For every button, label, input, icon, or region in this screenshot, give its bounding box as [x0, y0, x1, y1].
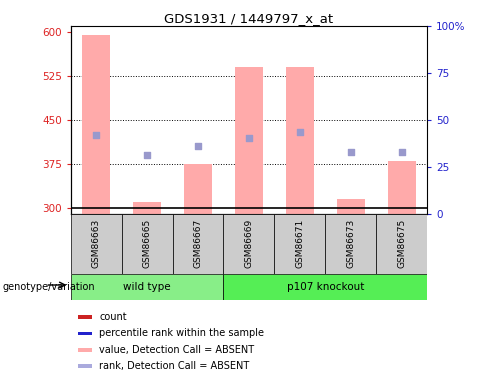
Point	[398, 149, 406, 155]
Point	[143, 152, 151, 158]
Text: p107 knockout: p107 knockout	[286, 282, 364, 292]
Point	[245, 135, 253, 141]
Bar	[387, 161, 416, 214]
Text: genotype/variation: genotype/variation	[2, 282, 95, 292]
Title: GDS1931 / 1449797_x_at: GDS1931 / 1449797_x_at	[164, 12, 333, 25]
Bar	[376, 214, 427, 274]
Bar	[286, 67, 314, 214]
Text: GSM86669: GSM86669	[244, 219, 253, 268]
Text: GSM86673: GSM86673	[346, 219, 355, 268]
Text: GSM86675: GSM86675	[397, 219, 406, 268]
Text: rank, Detection Call = ABSENT: rank, Detection Call = ABSENT	[99, 361, 249, 371]
Point	[194, 143, 202, 149]
Point	[296, 129, 304, 135]
Bar	[78, 315, 92, 319]
Bar	[82, 35, 110, 214]
Bar	[78, 364, 92, 368]
Bar	[173, 214, 224, 274]
Point	[347, 149, 355, 155]
Text: percentile rank within the sample: percentile rank within the sample	[99, 328, 264, 339]
Text: GSM86665: GSM86665	[142, 219, 152, 268]
Bar	[78, 332, 92, 335]
Bar	[235, 67, 263, 214]
Text: GSM86671: GSM86671	[295, 219, 305, 268]
Text: value, Detection Call = ABSENT: value, Detection Call = ABSENT	[99, 345, 254, 355]
Text: GSM86667: GSM86667	[193, 219, 203, 268]
Bar	[274, 214, 325, 274]
Bar	[71, 214, 122, 274]
Bar	[133, 202, 161, 214]
Bar	[122, 214, 173, 274]
Bar	[224, 274, 427, 300]
Bar	[325, 214, 376, 274]
Bar	[71, 274, 224, 300]
Bar	[78, 348, 92, 352]
Text: GSM86663: GSM86663	[92, 219, 101, 268]
Text: count: count	[99, 312, 127, 322]
Point	[92, 132, 100, 138]
Bar	[184, 164, 212, 214]
Text: wild type: wild type	[123, 282, 171, 292]
Bar	[224, 214, 274, 274]
Bar	[337, 199, 365, 214]
